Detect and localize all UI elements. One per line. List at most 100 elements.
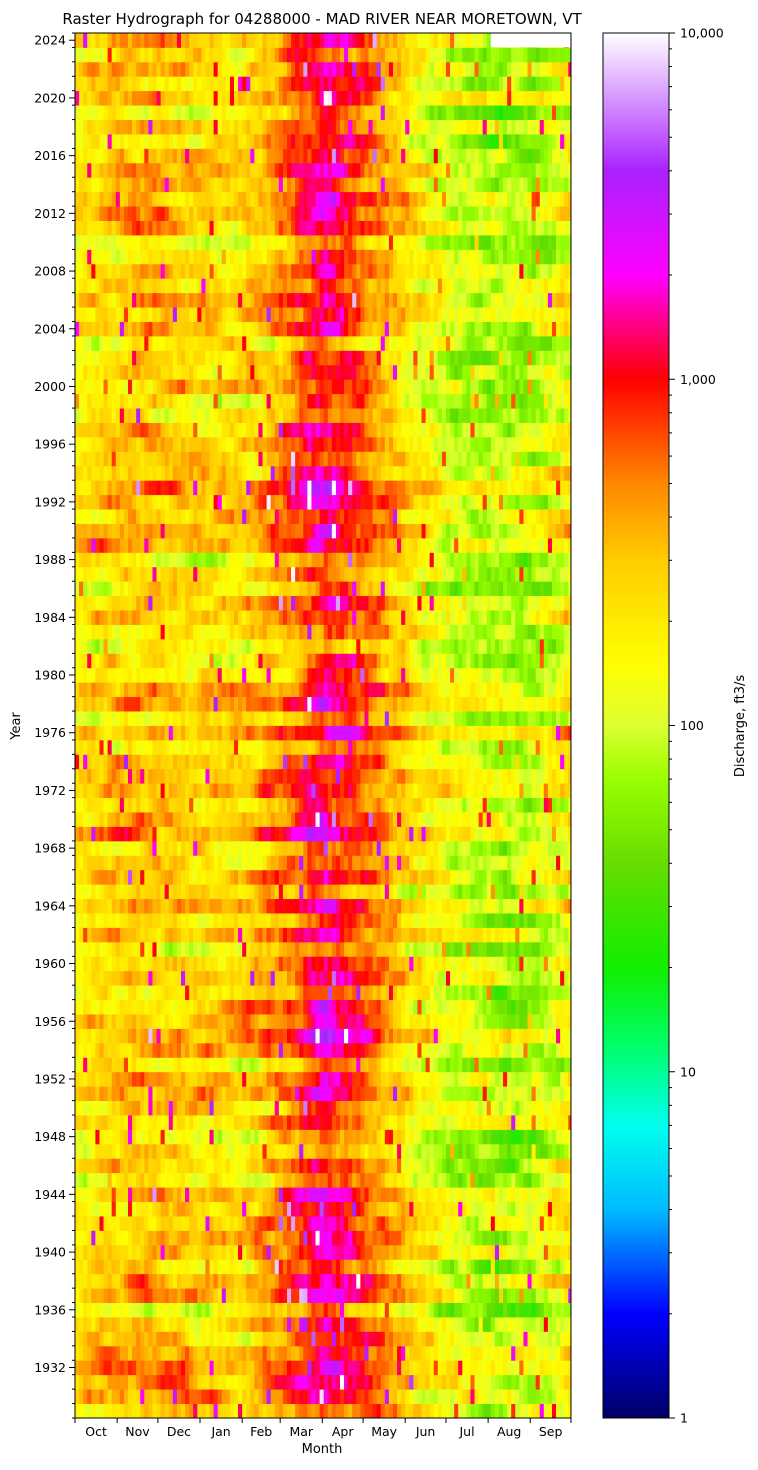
heatmap-cell [433, 1259, 439, 1275]
heatmap-cell [160, 1100, 166, 1116]
heatmap-cell [164, 1244, 170, 1260]
heatmap-cell [132, 1360, 137, 1376]
heatmap-cell [392, 1230, 398, 1246]
heatmap-cell [392, 985, 398, 1001]
heatmap-cell [111, 826, 117, 842]
heatmap-cell [242, 1288, 247, 1303]
heatmap-cell [388, 1403, 394, 1418]
heatmap-cell [136, 1100, 141, 1116]
heatmap-cell [519, 956, 525, 972]
heatmap-cell [560, 1086, 565, 1102]
heatmap-cell [397, 840, 402, 856]
heatmap-cell [201, 1273, 207, 1289]
heatmap-cell [421, 1403, 427, 1418]
heatmap-cell [95, 1071, 101, 1087]
heatmap-cell [132, 956, 137, 972]
heatmap-cell [568, 1115, 571, 1130]
heatmap-cell [494, 1259, 500, 1275]
heatmap-cell [568, 1374, 571, 1390]
heatmap-cell [242, 1273, 247, 1289]
heatmap-cell [421, 1216, 427, 1231]
heatmap-cell [348, 1028, 353, 1044]
heatmap-cell [99, 1129, 105, 1145]
heatmap-cell [478, 898, 484, 914]
heatmap-cell [75, 1288, 80, 1303]
heatmap-cell [535, 855, 541, 871]
heatmap-cell [140, 1345, 145, 1361]
heatmap-cell [164, 1403, 170, 1418]
heatmap-cell [144, 1187, 149, 1202]
heatmap-cell [107, 1259, 113, 1275]
heatmap-cell [331, 884, 337, 900]
heatmap-cell [450, 1244, 455, 1260]
heatmap-cell [295, 1086, 300, 1102]
heatmap-cell [547, 1216, 553, 1231]
heatmap-cell [156, 1317, 162, 1332]
heatmap-cell [168, 1302, 174, 1318]
heatmap-cell [417, 1288, 423, 1303]
heatmap-cell [193, 1403, 198, 1418]
heatmap-cell [531, 985, 537, 1001]
heatmap-cell [380, 1042, 386, 1058]
heatmap-cell [156, 1389, 162, 1404]
heatmap-cell [380, 826, 386, 842]
heatmap-cell [397, 985, 402, 1001]
heatmap-cell [164, 1201, 170, 1217]
heatmap-cell [83, 1374, 88, 1390]
heatmap-cell [556, 985, 561, 1001]
heatmap-cell [87, 884, 92, 900]
heatmap-cell [282, 898, 288, 914]
heatmap-cell [201, 1042, 207, 1058]
heatmap-cell [441, 1028, 447, 1044]
heatmap-cell [242, 1230, 247, 1246]
heatmap-cell [217, 941, 223, 957]
heatmap-cell [123, 1042, 129, 1058]
heatmap-cell [498, 1086, 504, 1102]
heatmap-cell [421, 898, 427, 914]
heatmap-cell [148, 1100, 154, 1116]
heatmap-cell [352, 1403, 357, 1418]
heatmap-cell [111, 1014, 117, 1029]
heatmap-cell [531, 1172, 537, 1188]
heatmap-cell [225, 840, 231, 856]
heatmap-cell [266, 826, 272, 842]
heatmap-cell [433, 1345, 439, 1361]
heatmap-cell [319, 1374, 325, 1390]
heatmap-cell [429, 855, 435, 871]
heatmap-cell [152, 840, 158, 856]
heatmap-cell [474, 840, 480, 856]
heatmap-cell [193, 1028, 198, 1044]
heatmap-cell [433, 1143, 439, 1159]
heatmap-cell [392, 1374, 398, 1390]
heatmap-cell [278, 1259, 284, 1275]
heatmap-cell [441, 1389, 447, 1404]
heatmap-cell [482, 1345, 488, 1361]
heatmap-cell [339, 855, 345, 871]
heatmap-cell [119, 826, 125, 842]
heatmap-cell [445, 1100, 451, 1116]
heatmap-cell [75, 1158, 80, 1174]
heatmap-cell [311, 1071, 317, 1087]
heatmap-cell [335, 927, 341, 943]
heatmap-cell [136, 1143, 141, 1159]
heatmap-cell [535, 1071, 541, 1087]
heatmap-cell [352, 1216, 357, 1231]
heatmap-cell [164, 1317, 170, 1332]
heatmap-cell [372, 1403, 378, 1418]
heatmap-cell [368, 1115, 374, 1130]
heatmap-cell [176, 1345, 182, 1361]
heatmap-cell [107, 1187, 113, 1202]
heatmap-cell [278, 985, 284, 1001]
heatmap-cell [437, 1331, 443, 1347]
heatmap-cell [397, 1302, 402, 1318]
heatmap-cell [83, 1201, 88, 1217]
heatmap-cell [144, 1288, 149, 1303]
heatmap-cell [356, 1244, 361, 1260]
heatmap-cell [229, 1302, 235, 1318]
heatmap-cell [83, 1100, 88, 1116]
heatmap-cell [543, 1057, 549, 1073]
heatmap-cell [466, 1172, 472, 1188]
heatmap-cell [417, 1187, 423, 1202]
heatmap-cell [197, 884, 202, 900]
heatmap-cell [307, 999, 313, 1015]
